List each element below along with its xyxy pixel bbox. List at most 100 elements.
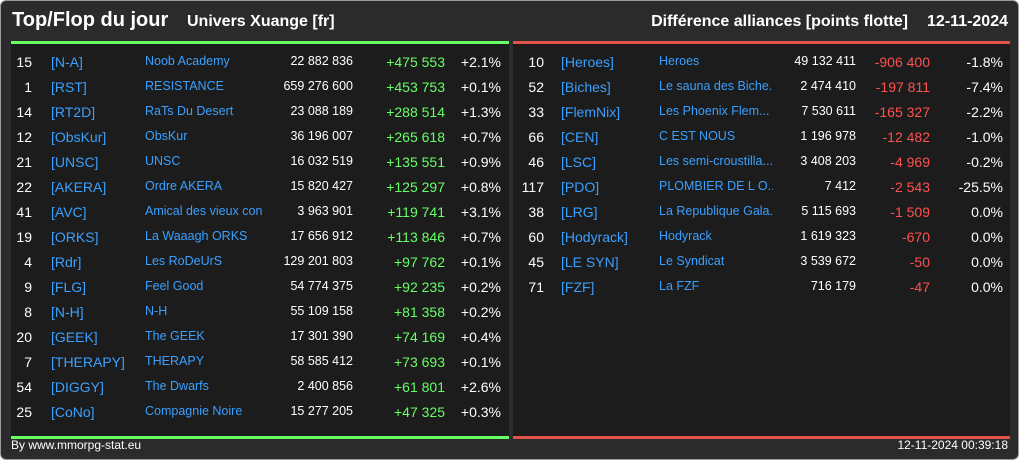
alliance-tag-link[interactable]: [FZF] [561,279,595,295]
percent-change: +0.7% [460,229,501,245]
percent-change: +0.9% [460,154,501,170]
alliance-rank: 38 [528,204,544,220]
alliance-name-link[interactable]: RaTs Du Desert [145,104,234,118]
alliance-tag-link[interactable]: [Heroes] [561,54,614,70]
points-difference: +47 325 [394,404,445,420]
alliance-name-link[interactable]: Amical des vieux con [145,204,263,218]
alliance-points: 49 132 411 [794,54,856,68]
points-difference: +61 801 [394,379,445,395]
alliance-points: 23 088 189 [290,104,353,118]
alliance-points: 54 774 375 [290,279,353,293]
alliance-tag-link[interactable]: [CEN] [561,129,599,145]
ranking-type-label: Différence alliances [points flotte] [651,13,908,30]
percent-change: +0.1% [460,354,501,370]
table-row: 21 [UNSC] UNSC 16 032 519 +135 551 +0.9% [11,150,509,175]
alliance-name-link[interactable]: Le Syndicat [659,254,725,268]
alliance-rank: 14 [16,104,32,120]
alliance-name-link[interactable]: La Waaagh ORKS [145,229,248,243]
alliance-tag-link[interactable]: [LSC] [561,154,597,170]
alliance-points: 5 115 693 [801,204,856,218]
alliance-name-link[interactable]: N-H [145,304,168,318]
alliance-name-link[interactable]: UNSC [145,154,181,168]
table-row: 71 [FZF] La FZF 716 179 -47 0.0% [513,275,1010,300]
alliance-tag-link[interactable]: [Hodyrack] [561,229,628,245]
points-difference: -12 482 [882,129,930,145]
percent-change: +2.6% [460,379,501,395]
points-difference: +119 741 [387,204,445,220]
alliance-tag-link[interactable]: [LRG] [561,204,598,220]
alliance-tag-link[interactable]: [CoNo] [51,404,95,420]
alliance-name-link[interactable]: The Dwarfs [145,379,209,393]
points-difference: +92 235 [394,279,445,295]
alliance-tag-link[interactable]: [RT2D] [51,104,96,120]
alliance-rank: 46 [528,154,544,170]
alliance-tag-link[interactable]: [ObsKur] [51,129,107,145]
alliance-tag-link[interactable]: [LE SYN] [561,254,619,270]
alliance-tag-link[interactable]: [THERAPY] [51,354,125,370]
alliance-rank: 66 [528,129,544,145]
alliance-tag-link[interactable]: [FlemNix] [561,104,621,120]
points-difference: +113 846 [387,229,445,245]
alliance-name-link[interactable]: La Republique Gala... [659,204,773,218]
alliance-tag-link[interactable]: [GEEK] [51,329,98,345]
alliance-tag-link[interactable]: [PDO] [561,179,600,195]
table-row: 20 [GEEK] The GEEK 17 301 390 +74 169 +0.4% [11,325,509,350]
alliance-points: 55 109 158 [290,304,353,318]
percent-change: -25.5% [958,179,1003,195]
table-row: 10 [Heroes] Heroes 49 132 411 -906 400 -1.8% [513,50,1010,75]
alliance-name-link[interactable]: Le sauna des Biche... [659,79,773,93]
alliance-name-link[interactable]: Ordre AKERA [145,179,223,193]
alliance-name-link[interactable]: Feel Good [145,279,204,293]
alliance-name-link[interactable]: Compagnie Noire [145,404,243,418]
alliance-tag-link[interactable]: [FLG] [51,279,87,295]
table-row: 52 [Biches] Le sauna des Biche... 2 474 410… [513,75,1010,100]
alliance-name-link[interactable]: THERAPY [145,354,205,368]
table-row: 33 [FlemNix] Les Phoenix Flem... 7 530 611 -… [513,100,1010,125]
alliance-name-link[interactable]: Hodyrack [659,229,712,243]
alliance-name-link[interactable]: The GEEK [145,329,205,343]
alliance-tag-link[interactable]: [Biches] [561,79,611,95]
points-difference: +74 169 [394,329,445,345]
alliance-name-link[interactable]: Les Phoenix Flem... [659,104,770,118]
alliance-rank: 15 [16,54,32,70]
alliance-name-link[interactable]: PLOMBIER DE L O... [659,179,773,193]
alliance-rank: 117 [521,179,544,195]
table-row: 45 [LE SYN] Le Syndicat 3 539 672 -50 0.0% [513,250,1010,275]
table-row: 46 [LSC] Les semi-croustilla... 3 408 203 -4… [513,150,1010,175]
alliance-name-link[interactable]: La FZF [659,279,700,293]
alliance-tag-link[interactable]: [N-H] [51,304,84,320]
alliance-rank: 20 [16,329,32,345]
alliance-tag-link[interactable]: [ORKS] [51,229,99,245]
alliance-rank: 21 [16,154,32,170]
points-difference: -670 [901,229,930,245]
alliance-rank: 60 [528,229,544,245]
alliance-name-link[interactable]: RESISTANCE [145,79,224,93]
alliance-tag-link[interactable]: [UNSC] [51,154,99,170]
percent-change: 0.0% [971,254,1003,270]
alliance-tag-link[interactable]: [RST] [51,79,87,95]
percent-change: -1.0% [966,129,1003,145]
alliance-rank: 52 [528,79,544,95]
alliance-name-link[interactable]: Les RoDeUrS [145,254,223,268]
alliance-rank: 19 [16,229,32,245]
alliance-points: 17 301 390 [290,329,353,343]
alliance-name-link[interactable]: C EST NOUS [659,129,736,143]
percent-change: +0.2% [460,279,501,295]
table-row: 7 [THERAPY] THERAPY 58 585 412 +73 693 +0.1% [11,350,509,375]
table-row: 19 [ORKS] La Waaagh ORKS 17 656 912 +113 846… [11,225,509,250]
alliance-tag-link[interactable]: [AKERA] [51,179,107,195]
alliance-tag-link[interactable]: [AVC] [51,204,87,220]
alliance-tag-link[interactable]: [Rdr] [51,254,82,270]
alliance-name-link[interactable]: Noob Academy [145,54,230,68]
alliance-tag-link[interactable]: [DIGGY] [51,379,104,395]
percent-change: +3.1% [460,204,501,220]
table-row: 22 [AKERA] Ordre AKERA 15 820 427 +125 297 +0… [11,175,509,200]
alliance-tag-link[interactable]: [N-A] [51,54,83,70]
alliance-name-link[interactable]: Les semi-croustilla... [659,154,773,168]
alliance-points: 36 196 007 [290,129,353,143]
points-difference: -165 327 [874,104,930,120]
alliance-name-link[interactable]: Heroes [659,54,700,68]
points-difference: +97 762 [394,254,445,270]
alliance-name-link[interactable]: ObsKur [145,129,188,143]
alliance-points: 3 539 672 [800,254,856,268]
